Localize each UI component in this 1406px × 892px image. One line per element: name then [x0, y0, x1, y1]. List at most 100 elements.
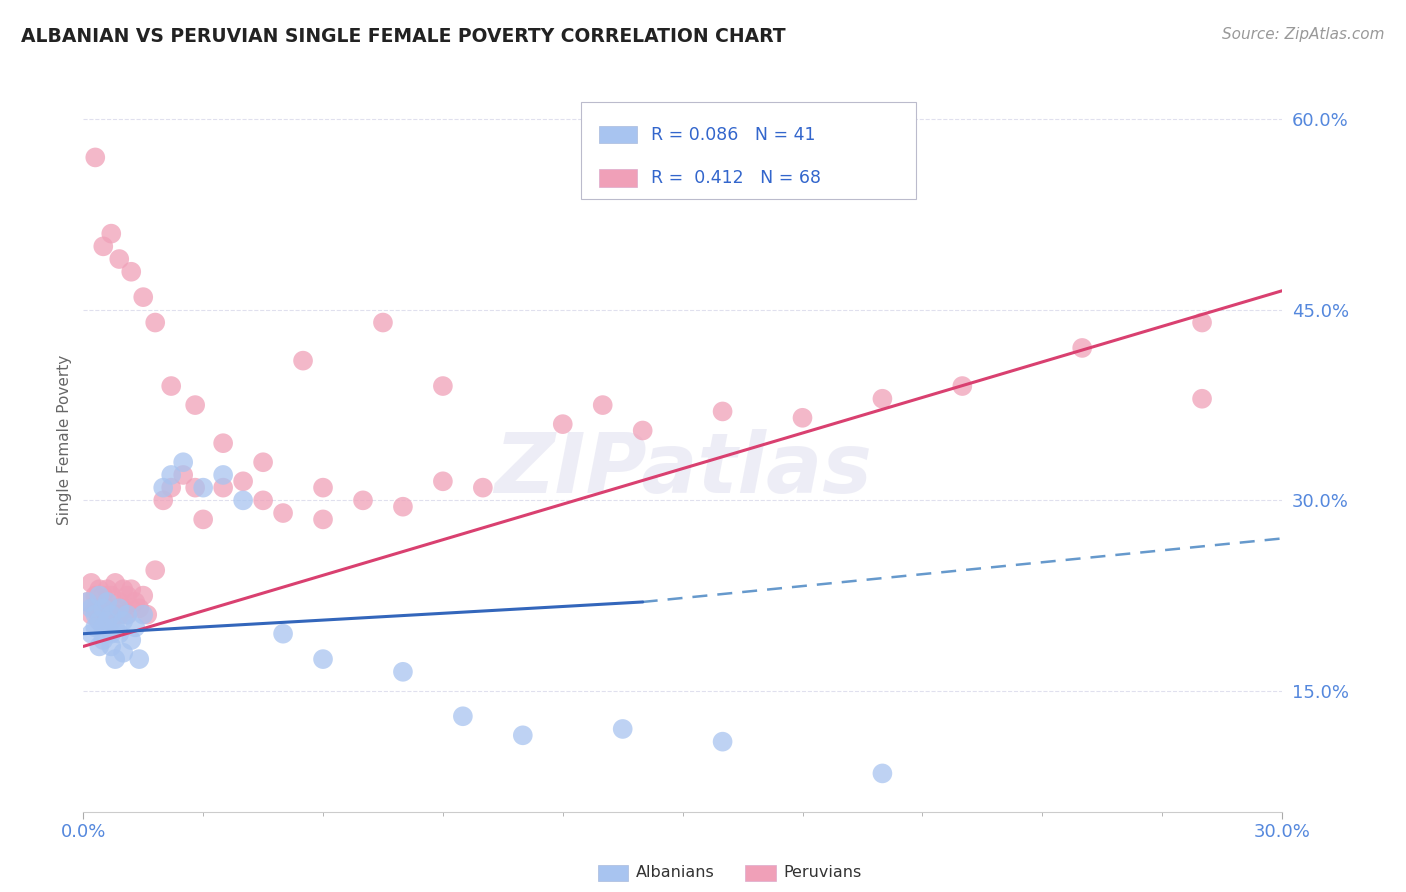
Point [128, 601, 150, 615]
Point [252, 493, 274, 508]
Point [271, 626, 294, 640]
Point [172, 455, 194, 469]
Point [115, 589, 138, 603]
Point [108, 595, 131, 609]
Point [80, 626, 103, 640]
Point [89, 582, 111, 597]
Point [112, 646, 135, 660]
Point [872, 766, 894, 780]
Point [91, 633, 114, 648]
Text: Albanians: Albanians [636, 865, 714, 880]
Point [112, 614, 135, 628]
Text: Peruvians: Peruvians [783, 865, 862, 880]
Point [1191, 316, 1213, 330]
Point [89, 614, 111, 628]
Point [312, 481, 335, 495]
Point [124, 595, 146, 609]
Point [271, 506, 294, 520]
Point [80, 607, 103, 622]
Point [143, 316, 166, 330]
Point [232, 475, 254, 489]
Point [1071, 341, 1094, 355]
Point [100, 607, 122, 622]
FancyBboxPatch shape [599, 126, 637, 144]
Point [172, 467, 194, 482]
Text: Source: ZipAtlas.com: Source: ZipAtlas.com [1222, 27, 1385, 42]
Text: R = 0.086   N = 41: R = 0.086 N = 41 [651, 126, 815, 144]
Point [592, 398, 614, 412]
Point [80, 575, 103, 590]
Point [160, 379, 183, 393]
Point [1191, 392, 1213, 406]
Point [292, 353, 315, 368]
Point [108, 607, 131, 622]
Point [84, 589, 107, 603]
Point [252, 455, 274, 469]
Point [108, 626, 131, 640]
Point [124, 620, 146, 634]
Point [160, 467, 183, 482]
Point [132, 607, 155, 622]
Point [91, 589, 114, 603]
Point [112, 582, 135, 597]
Point [96, 582, 118, 597]
Point [96, 607, 118, 622]
Point [191, 512, 214, 526]
Point [100, 626, 122, 640]
Point [91, 239, 114, 253]
Point [104, 652, 127, 666]
Point [212, 481, 235, 495]
Point [191, 481, 214, 495]
Point [112, 601, 135, 615]
Point [128, 652, 150, 666]
Bar [581, 102, 917, 199]
Point [212, 436, 235, 450]
FancyBboxPatch shape [599, 169, 637, 187]
Point [100, 227, 122, 241]
Point [80, 601, 103, 615]
Point [96, 614, 118, 628]
Point [91, 601, 114, 615]
Point [184, 481, 207, 495]
Point [89, 614, 111, 628]
Text: R =  0.412   N = 68: R = 0.412 N = 68 [651, 169, 821, 187]
Point [100, 589, 122, 603]
Point [143, 563, 166, 577]
Point [91, 620, 114, 634]
Point [512, 728, 534, 742]
Point [136, 607, 159, 622]
Point [89, 589, 111, 603]
Point [232, 493, 254, 508]
Point [451, 709, 474, 723]
Point [312, 652, 335, 666]
Point [84, 607, 107, 622]
Point [432, 475, 454, 489]
Point [84, 150, 107, 164]
Point [152, 493, 174, 508]
Point [950, 379, 973, 393]
Point [104, 601, 127, 615]
Point [84, 620, 107, 634]
Point [371, 316, 394, 330]
Point [631, 424, 654, 438]
Point [96, 595, 118, 609]
Point [115, 607, 138, 622]
Point [120, 582, 142, 597]
Point [392, 665, 415, 679]
Point [115, 607, 138, 622]
Point [551, 417, 574, 431]
Point [100, 614, 122, 628]
Point [212, 467, 235, 482]
Point [160, 481, 183, 495]
Point [132, 290, 155, 304]
Point [120, 633, 142, 648]
Point [612, 722, 634, 736]
Point [100, 640, 122, 654]
Point [76, 595, 98, 609]
Point [96, 601, 118, 615]
Point [711, 734, 734, 748]
Point [711, 404, 734, 418]
Point [104, 620, 127, 634]
Point [91, 601, 114, 615]
Point [108, 601, 131, 615]
